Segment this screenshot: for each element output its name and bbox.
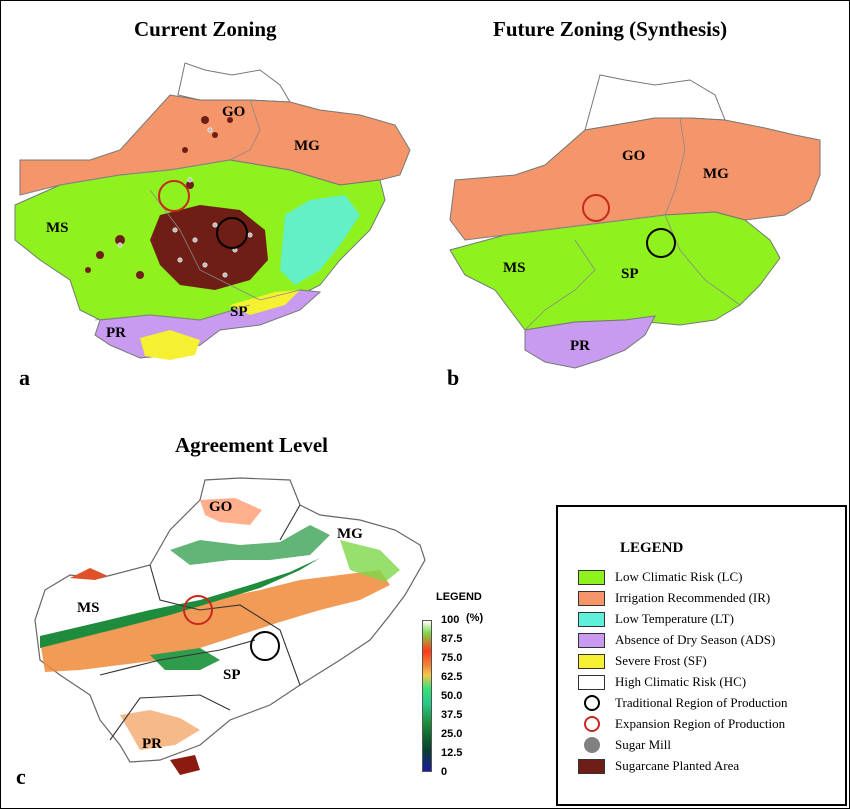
legend-label: Sugar Mill (615, 737, 671, 752)
legend-label: Low Temperature (LT) (615, 611, 734, 626)
agreement-color-scale (422, 620, 432, 772)
map-b-dry-season-area (524, 315, 656, 369)
map-a-sugarcane-area (150, 205, 268, 290)
map-c-agreement-band (40, 570, 390, 672)
map-c-traditional-circle (250, 631, 280, 661)
map-a-high-risk-area (177, 62, 291, 103)
scale-tick-37-5: 37.5 (441, 709, 463, 721)
legend-label: Irrigation Recommended (IR) (615, 590, 771, 605)
legend-item-sugarcane-planted: Sugarcane Planted Area (578, 757, 739, 775)
map-b-traditional-circle (646, 228, 676, 258)
legend-label: Sugarcane Planted Area (615, 758, 740, 773)
map-b-label-pr: PR (570, 338, 590, 354)
map-agreement-level: GO MG MS SP PR (34, 477, 426, 775)
map-a-label-ms: MS (46, 220, 69, 236)
map-current-zoning: GO MG MS SP PR (14, 62, 411, 360)
map-future-zoning: GO MG MS SP PR (449, 74, 821, 369)
map-c-label-pr: PR (142, 736, 162, 752)
irrigation-swatch-icon (578, 590, 605, 606)
legend-label: High Climatic Risk (HC) (615, 674, 747, 689)
expansion-circle-icon (584, 716, 600, 732)
map-b-label-go: GO (622, 148, 645, 164)
map-b-label-sp: SP (621, 266, 639, 282)
map-a-label-go: GO (222, 104, 245, 120)
legend-item-severe-frost: Severe Frost (SF) (578, 652, 707, 670)
scale-unit: (%) (466, 612, 484, 624)
map-c-label-go: GO (209, 499, 232, 515)
legend-item-high-climatic-risk: High Climatic Risk (HC) (578, 673, 746, 691)
traditional-circle-icon (584, 695, 600, 711)
map-a-label-sp: SP (230, 304, 248, 320)
legend-label: Absence of Dry Season (ADS) (615, 632, 776, 647)
scale-tick-75: 75.0 (441, 652, 463, 664)
scale-legend-title: LEGEND (436, 591, 482, 603)
legend-title: LEGEND (620, 540, 684, 556)
map-c-label-ms: MS (77, 600, 100, 616)
map-b-label-ms: MS (503, 260, 526, 276)
scale-tick-50: 50.0 (441, 690, 463, 702)
scale-tick-0: 0 (441, 766, 448, 778)
scale-tick-100: 100 (441, 614, 460, 626)
scale-tick-87-5: 87.5 (441, 633, 463, 645)
map-c-label-sp: SP (223, 667, 241, 683)
panel-c-letter: c (16, 764, 26, 789)
legend-item-irrigation-recommended: Irrigation Recommended (IR) (578, 589, 770, 607)
low-risk-swatch-icon (578, 569, 605, 585)
low-temperature-swatch-icon (578, 611, 605, 627)
sugarcane-swatch-icon (578, 758, 605, 774)
legend-item-traditional-region: Traditional Region of Production (578, 694, 788, 712)
legend-item-sugar-mill: Sugar Mill (578, 736, 671, 754)
legend-item-low-temperature: Low Temperature (LT) (578, 610, 734, 628)
map-c-expansion-circle (183, 595, 213, 625)
legend-label: Traditional Region of Production (615, 695, 788, 710)
legend-box: LEGEND Low Climatic Risk (LC) Irrigation… (556, 505, 847, 806)
map-c-label-mg: MG (337, 526, 363, 542)
panel-c-title: Agreement Level (175, 433, 328, 457)
panel-b-letter: b (447, 365, 460, 390)
map-a-label-pr: PR (106, 325, 126, 341)
scale-tick-25: 25.0 (441, 728, 463, 740)
dry-season-swatch-icon (578, 632, 605, 648)
map-a-low-temperature-area (280, 195, 360, 285)
legend-label: Low Climatic Risk (LC) (615, 569, 743, 584)
map-a-expansion-circle (158, 180, 190, 212)
scale-tick-12-5: 12.5 (441, 747, 463, 759)
map-b-label-mg: MG (703, 166, 729, 182)
panel-b-title: Future Zoning (Synthesis) (493, 17, 728, 41)
legend-item-expansion-region: Expansion Region of Production (578, 715, 785, 733)
legend-label: Severe Frost (SF) (615, 653, 707, 668)
sugar-mill-dot-icon (584, 737, 600, 753)
map-a-label-mg: MG (294, 138, 320, 154)
panel-a-letter: a (19, 365, 30, 390)
legend-label: Expansion Region of Production (615, 716, 786, 731)
legend-item-absence-dry-season: Absence of Dry Season (ADS) (578, 631, 775, 649)
legend-item-low-climatic-risk: Low Climatic Risk (LC) (578, 568, 742, 586)
scale-tick-62-5: 62.5 (441, 671, 463, 683)
map-a-severe-frost-area (140, 330, 200, 360)
map-b-expansion-circle (582, 194, 610, 222)
high-risk-swatch-icon (578, 674, 605, 690)
severe-frost-swatch-icon (578, 653, 605, 669)
map-a-traditional-circle (216, 217, 248, 249)
panel-a-title: Current Zoning (134, 17, 277, 41)
